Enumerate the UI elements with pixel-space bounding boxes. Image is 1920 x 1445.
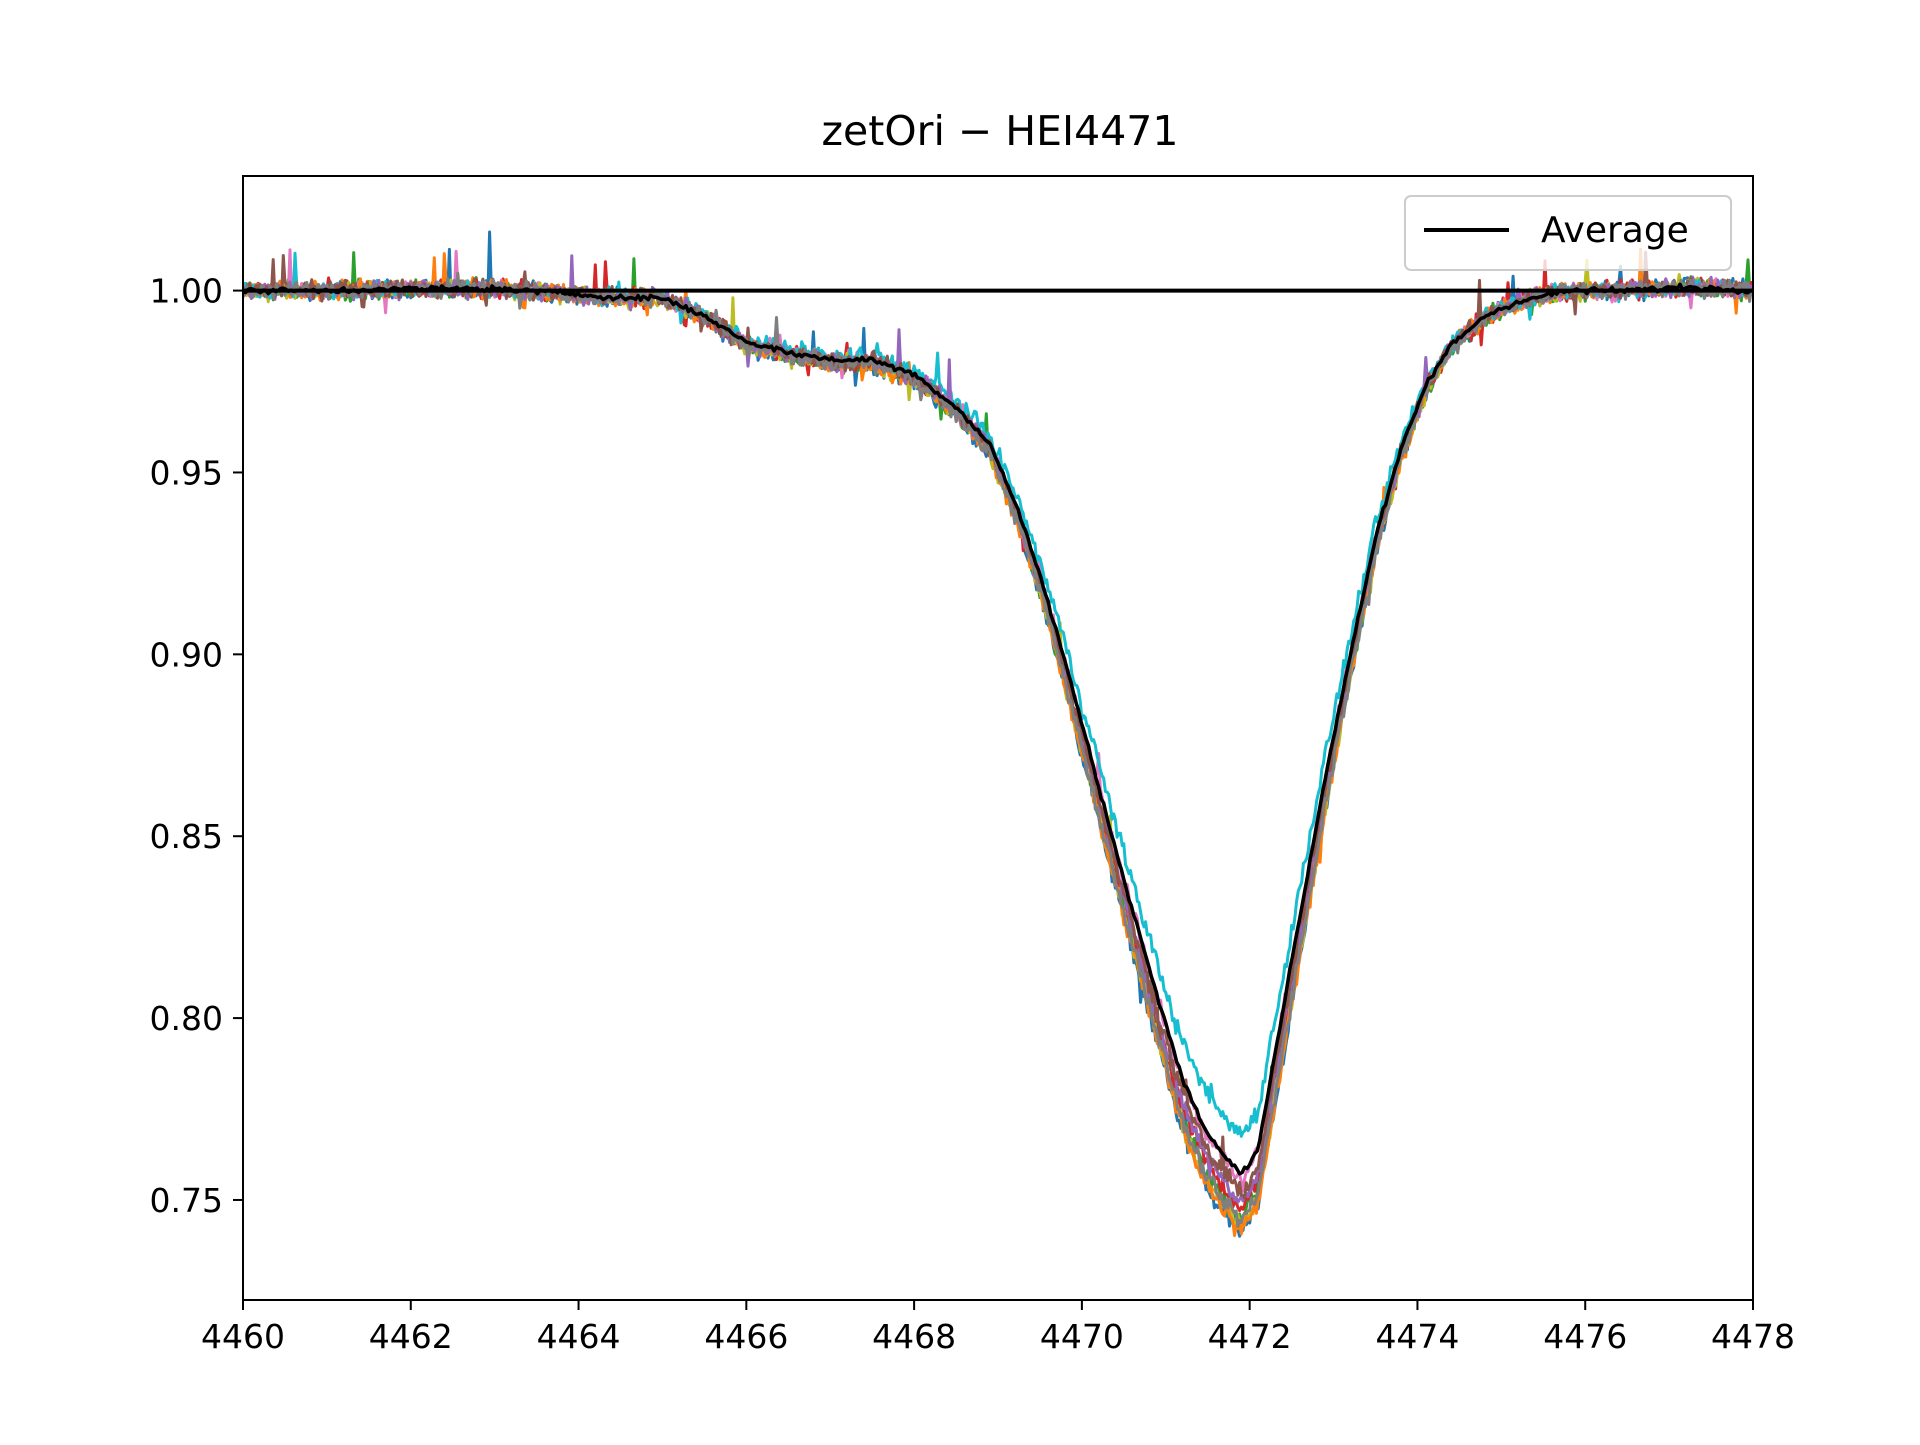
chart-title: zetOri − HEI4471 bbox=[822, 107, 1179, 155]
x-tick-label: 4464 bbox=[537, 1317, 621, 1356]
x-tick-label: 4470 bbox=[1040, 1317, 1124, 1356]
axes: 4460 4462 4464 4466 4468 4470 4472 4474 4476 4478… bbox=[150, 175, 1795, 1356]
x-tick-label: 4478 bbox=[1711, 1317, 1795, 1356]
x-tick-label: 4474 bbox=[1375, 1317, 1459, 1356]
y-tick-label: 0.75 bbox=[150, 1181, 223, 1220]
x-tick-label: 4460 bbox=[201, 1317, 285, 1356]
average-line bbox=[243, 282, 1753, 1176]
x-tick-label: 4476 bbox=[1543, 1317, 1627, 1356]
x-tick-label: 4468 bbox=[872, 1317, 956, 1356]
x-tick-label: 4472 bbox=[1208, 1317, 1292, 1356]
x-tick-label: 4466 bbox=[704, 1317, 788, 1356]
x-tick-label: 4462 bbox=[369, 1317, 453, 1356]
y-tick-label: 0.95 bbox=[150, 453, 223, 492]
legend: Average bbox=[1404, 195, 1732, 271]
plot-area bbox=[243, 230, 1753, 1238]
y-tick-label: 0.90 bbox=[150, 635, 223, 674]
y-tick-label: 0.85 bbox=[150, 817, 223, 856]
axes-frame bbox=[242, 175, 1754, 1301]
y-tick-label: 1.00 bbox=[150, 272, 223, 311]
legend-box bbox=[1404, 195, 1732, 271]
legend-label-average: Average bbox=[1541, 210, 1689, 251]
observation-series-line bbox=[243, 271, 1753, 1228]
y-tick-label: 0.80 bbox=[150, 999, 223, 1038]
